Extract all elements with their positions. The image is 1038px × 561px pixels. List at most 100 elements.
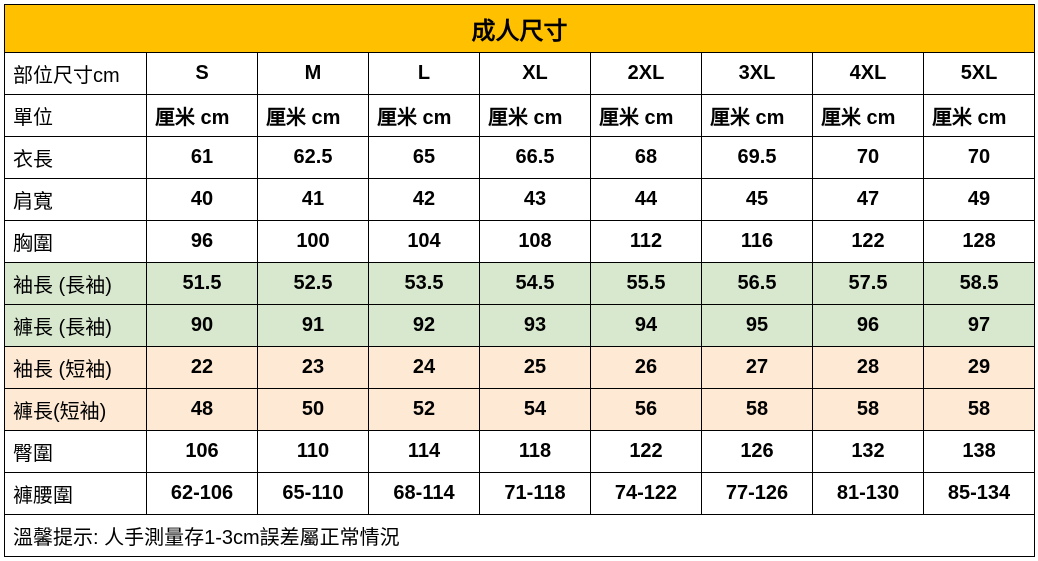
column-header: M <box>258 53 369 95</box>
cell-value: 22 <box>147 347 258 389</box>
cell-value: 94 <box>591 305 702 347</box>
cell-value: 58 <box>924 389 1035 431</box>
cell-value: 62.5 <box>258 137 369 179</box>
cell-value: 77-126 <box>702 473 813 515</box>
cell-value: 71-118 <box>480 473 591 515</box>
cell-value: 66.5 <box>480 137 591 179</box>
cell-value: 85-134 <box>924 473 1035 515</box>
cell-value: 68 <box>591 137 702 179</box>
cell-value: 48 <box>147 389 258 431</box>
cell-value: 28 <box>813 347 924 389</box>
unit-value: 厘米 cm <box>369 95 480 137</box>
cell-value: 81-130 <box>813 473 924 515</box>
cell-value: 65 <box>369 137 480 179</box>
row-label: 臀圍 <box>5 431 147 473</box>
unit-value: 厘米 cm <box>924 95 1035 137</box>
cell-value: 126 <box>702 431 813 473</box>
cell-value: 114 <box>369 431 480 473</box>
column-header: 部位尺寸cm <box>5 53 147 95</box>
row-label: 褲長(短袖) <box>5 389 147 431</box>
cell-value: 43 <box>480 179 591 221</box>
unit-label: 單位 <box>5 95 147 137</box>
column-header: XL <box>480 53 591 95</box>
cell-value: 58 <box>702 389 813 431</box>
column-header: 4XL <box>813 53 924 95</box>
unit-value: 厘米 cm <box>591 95 702 137</box>
cell-value: 56 <box>591 389 702 431</box>
title-row: 成人尺寸 <box>5 5 1035 53</box>
cell-value: 27 <box>702 347 813 389</box>
row-label: 褲腰圍 <box>5 473 147 515</box>
unit-value: 厘米 cm <box>258 95 369 137</box>
size-chart-table: 成人尺寸部位尺寸cmSMLXL2XL3XL4XL5XL單位厘米 cm厘米 cm厘… <box>4 4 1035 557</box>
table-row: 褲腰圍62-10665-11068-11471-11874-12277-1268… <box>5 473 1035 515</box>
cell-value: 110 <box>258 431 369 473</box>
table-row: 衣長6162.56566.56869.57070 <box>5 137 1035 179</box>
unit-value: 厘米 cm <box>480 95 591 137</box>
cell-value: 53.5 <box>369 263 480 305</box>
row-label: 肩寬 <box>5 179 147 221</box>
cell-value: 52 <box>369 389 480 431</box>
row-label: 袖長 (短袖) <box>5 347 147 389</box>
cell-value: 116 <box>702 221 813 263</box>
table-row: 袖長 (短袖)2223242526272829 <box>5 347 1035 389</box>
cell-value: 122 <box>813 221 924 263</box>
table-title: 成人尺寸 <box>5 5 1035 53</box>
cell-value: 92 <box>369 305 480 347</box>
cell-value: 70 <box>813 137 924 179</box>
cell-value: 25 <box>480 347 591 389</box>
cell-value: 41 <box>258 179 369 221</box>
cell-value: 95 <box>702 305 813 347</box>
unit-value: 厘米 cm <box>702 95 813 137</box>
cell-value: 68-114 <box>369 473 480 515</box>
cell-value: 24 <box>369 347 480 389</box>
row-label: 胸圍 <box>5 221 147 263</box>
cell-value: 108 <box>480 221 591 263</box>
cell-value: 29 <box>924 347 1035 389</box>
cell-value: 90 <box>147 305 258 347</box>
header-row: 部位尺寸cmSMLXL2XL3XL4XL5XL <box>5 53 1035 95</box>
cell-value: 56.5 <box>702 263 813 305</box>
row-label: 袖長 (長袖) <box>5 263 147 305</box>
row-label: 褲長 (長袖) <box>5 305 147 347</box>
cell-value: 65-110 <box>258 473 369 515</box>
cell-value: 74-122 <box>591 473 702 515</box>
unit-value: 厘米 cm <box>147 95 258 137</box>
cell-value: 61 <box>147 137 258 179</box>
cell-value: 128 <box>924 221 1035 263</box>
cell-value: 93 <box>480 305 591 347</box>
cell-value: 69.5 <box>702 137 813 179</box>
column-header: S <box>147 53 258 95</box>
cell-value: 97 <box>924 305 1035 347</box>
table-row: 肩寬4041424344454749 <box>5 179 1035 221</box>
column-header: 5XL <box>924 53 1035 95</box>
cell-value: 57.5 <box>813 263 924 305</box>
cell-value: 91 <box>258 305 369 347</box>
cell-value: 70 <box>924 137 1035 179</box>
cell-value: 58 <box>813 389 924 431</box>
cell-value: 40 <box>147 179 258 221</box>
cell-value: 54 <box>480 389 591 431</box>
cell-value: 51.5 <box>147 263 258 305</box>
cell-value: 55.5 <box>591 263 702 305</box>
cell-value: 47 <box>813 179 924 221</box>
cell-value: 54.5 <box>480 263 591 305</box>
column-header: L <box>369 53 480 95</box>
cell-value: 52.5 <box>258 263 369 305</box>
cell-value: 112 <box>591 221 702 263</box>
table-row: 袖長 (長袖)51.552.553.554.555.556.557.558.5 <box>5 263 1035 305</box>
cell-value: 104 <box>369 221 480 263</box>
cell-value: 50 <box>258 389 369 431</box>
cell-value: 106 <box>147 431 258 473</box>
cell-value: 26 <box>591 347 702 389</box>
cell-value: 44 <box>591 179 702 221</box>
table-row: 褲長 (長袖)9091929394959697 <box>5 305 1035 347</box>
cell-value: 45 <box>702 179 813 221</box>
cell-value: 96 <box>147 221 258 263</box>
cell-value: 100 <box>258 221 369 263</box>
column-header: 2XL <box>591 53 702 95</box>
cell-value: 132 <box>813 431 924 473</box>
unit-value: 厘米 cm <box>813 95 924 137</box>
table-row: 胸圍96100104108112116122128 <box>5 221 1035 263</box>
cell-value: 62-106 <box>147 473 258 515</box>
